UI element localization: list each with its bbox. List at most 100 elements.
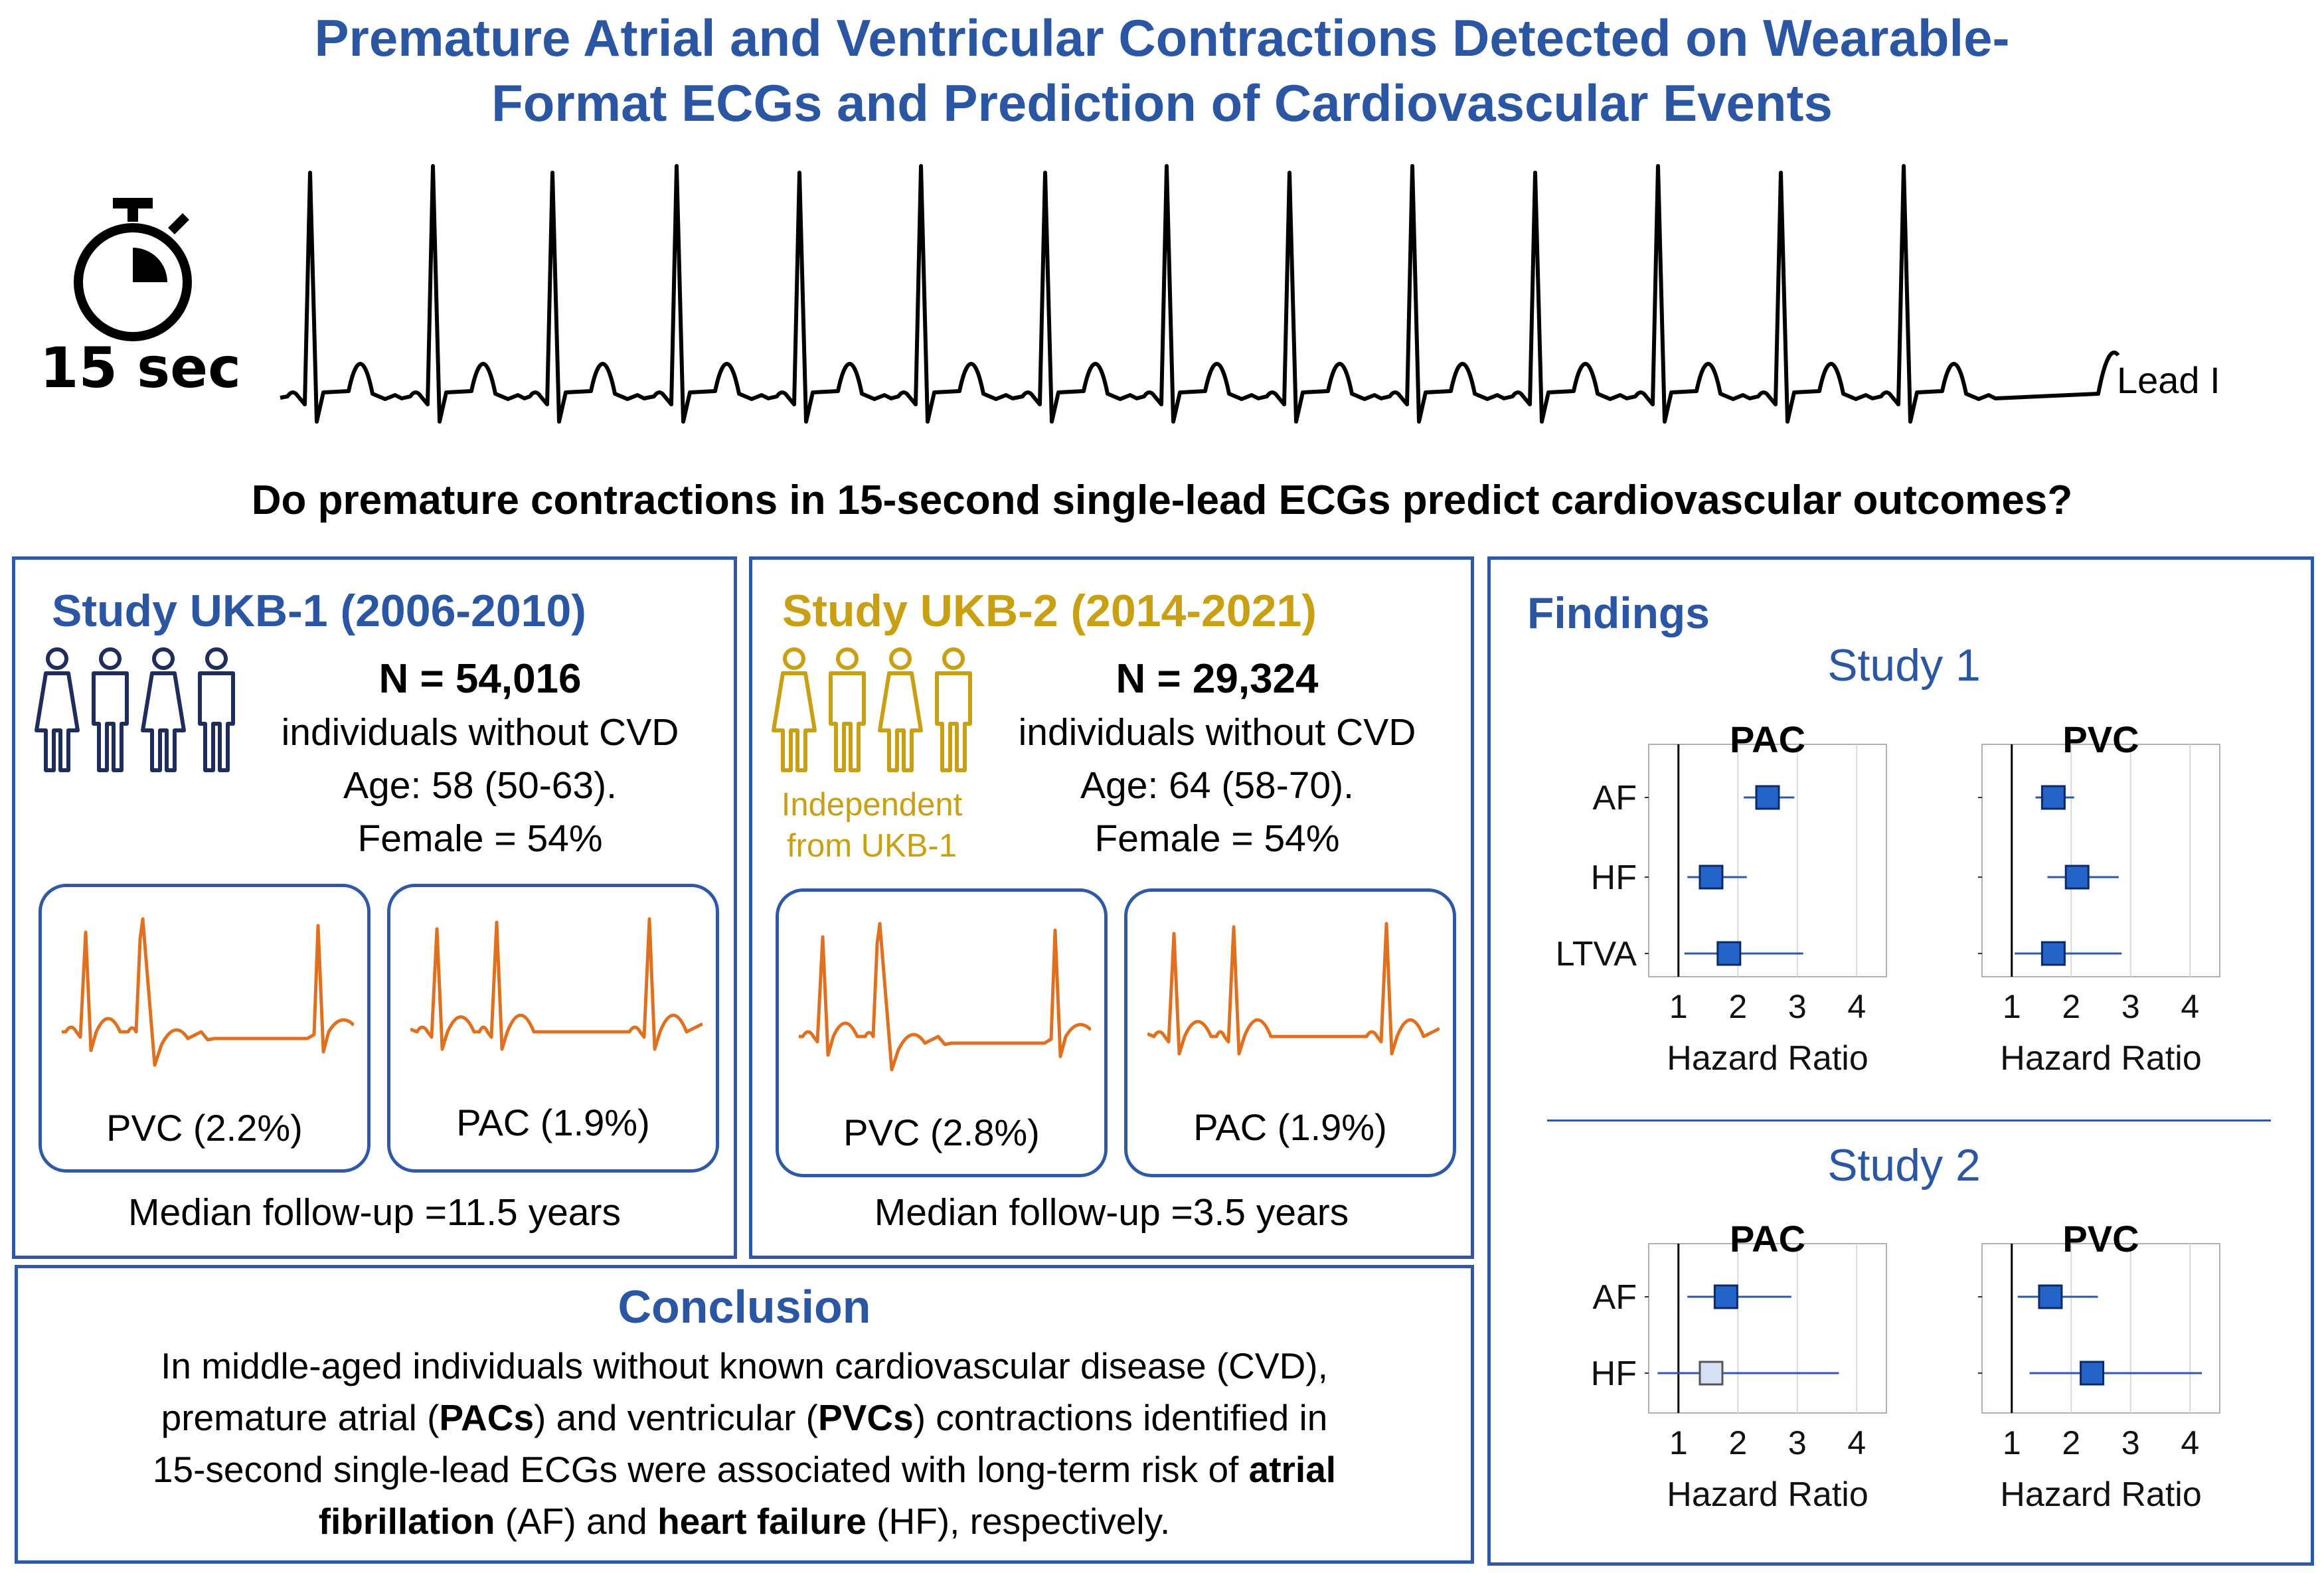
study1-pvc-label: PVC (2.2%) [106, 1107, 303, 1149]
study1-desc: individuals without CVD [281, 711, 679, 754]
x-axis-label: Hazard Ratio [1667, 1475, 1868, 1514]
tick-label: 3 [2121, 988, 2140, 1025]
study2-n: N = 29,324 [1116, 656, 1319, 702]
study2-pac-label: PAC (1.9%) [1193, 1106, 1387, 1148]
study1-findings-label: Study 1 [1827, 640, 1981, 691]
independent-line-1: Independent [781, 787, 963, 823]
study2-female: Female = 54% [1094, 817, 1340, 860]
conclusion-line-4: fibrillation (AF) and heart failure (HF)… [318, 1501, 1171, 1542]
timer-label: 15 sec [40, 335, 241, 400]
tick-label: 1 [2003, 1424, 2021, 1461]
pac-ecg-line [410, 917, 703, 1051]
category-label: AF [1593, 1278, 1637, 1317]
study1-stats: N = 54,016 individuals without CVD Age: … [241, 653, 719, 865]
category-label: AF [1593, 779, 1637, 817]
study1-n: N = 54,016 [378, 656, 582, 702]
pvc-ecg-trace [62, 917, 354, 1067]
x-axis-label: Hazard Ratio [2000, 1475, 2201, 1514]
tick-label: 1 [2003, 988, 2021, 1025]
tick-label: 2 [1728, 1424, 1747, 1461]
category-label: HF [1591, 859, 1637, 897]
independent-line-2: from UKB-1 [787, 828, 957, 864]
study2-panel: Study UKB-2 (2014-2021) Independent from… [749, 556, 1474, 1259]
findings-title: Findings [1527, 588, 1710, 637]
hr-marker [1699, 1361, 1724, 1386]
study2-title: Study UKB-2 (2014-2021) [782, 586, 1317, 636]
tick-label: 4 [1847, 1424, 1866, 1461]
study1-age: Age: 58 (50-63). [343, 764, 617, 807]
hr-marker [1713, 1284, 1738, 1309]
hr-marker [1755, 785, 1780, 810]
plot-title: PAC [1730, 718, 1805, 760]
hr-marker [1716, 941, 1742, 966]
pvc-ecg-trace [799, 922, 1091, 1072]
forest-plot-3: PAC 1 2 3 4 Hazard Ratio AF HF [1591, 1218, 1887, 1514]
plot-frame [1981, 744, 2220, 977]
category-label: HF [1591, 1355, 1637, 1393]
forest-plot-1: PAC 1 2 3 4 Hazard Ratio AF HF LTVA [1556, 718, 1887, 1078]
people-icon [35, 647, 235, 772]
tick-label: 1 [1669, 1424, 1688, 1461]
plot-frame [1648, 1243, 1887, 1414]
study2-pvc-label: PVC (2.8%) [843, 1112, 1040, 1153]
pac-ecg-trace [1147, 922, 1440, 1056]
forest-plot-2: PVC 1 2 3 4 Hazard Ratio [1978, 718, 2220, 1078]
tick-label: 2 [1728, 988, 1747, 1025]
hr-marker [2080, 1361, 2105, 1386]
tick-label: 4 [1847, 988, 1866, 1025]
findings-panel: Findings Study 1 Study 2 PAC 1 2 3 4 Hazard R… [1487, 556, 2314, 1566]
ecg-lead-label: Lead I [2117, 359, 2220, 401]
tick-label: 2 [2062, 1424, 2080, 1461]
stopwatch-icon [74, 198, 192, 341]
tick-label: 2 [2062, 988, 2080, 1025]
tick-label: 3 [2121, 1424, 2140, 1461]
title-line-2: Format ECGs and Prediction of Cardiovasc… [491, 74, 1833, 132]
tick-label: 3 [1788, 988, 1807, 1025]
conclusion-text: In middle-aged individuals without known… [18, 1340, 1471, 1547]
study2-followup: Median follow-up =3.5 years [874, 1191, 1349, 1234]
tick-label: 3 [1788, 1424, 1807, 1461]
conclusion-panel: Conclusion In middle-aged individuals wi… [15, 1265, 1474, 1564]
pvc-ecg-line [62, 917, 354, 1067]
tick-label: 4 [2181, 988, 2199, 1025]
conclusion-line-3: 15-second single-lead ECGs were associat… [152, 1449, 1337, 1490]
hr-marker [2038, 1284, 2063, 1309]
plot-title: PVC [2062, 718, 2139, 760]
ecg-line [280, 164, 2120, 424]
plot-frame [1648, 744, 1887, 977]
findings-divider [1547, 1119, 2271, 1121]
conclusion-line-1: In middle-aged individuals without known… [161, 1345, 1328, 1386]
category-label: LTVA [1556, 935, 1637, 973]
ecg-trace [280, 164, 2120, 424]
study2-pac-box: PAC (1.9%) [1124, 888, 1456, 1177]
study1-pvc-box: PVC (2.2%) [39, 884, 371, 1173]
main-title: Premature Atrial and Ventricular Contrac… [0, 5, 2324, 135]
study1-title: Study UKB-1 (2006-2010) [52, 586, 586, 636]
forest-plots: PAC 1 2 3 4 Hazard Ratio AF HF LTVA PVC 1 2 3 4 Hazard… [1556, 718, 2220, 1514]
pac-ecg-line [1147, 922, 1440, 1056]
title-line-1: Premature Atrial and Ventricular Contrac… [314, 9, 2010, 67]
people-icon-gold [772, 647, 972, 772]
study2-desc: individuals without CVD [1018, 711, 1416, 754]
hr-marker [2064, 865, 2090, 890]
study2-pvc-box: PVC (2.8%) [776, 888, 1108, 1177]
study2-findings-label: Study 2 [1827, 1140, 1981, 1191]
question-text: Do premature contractions in 15-second s… [251, 477, 2073, 523]
conclusion-title: Conclusion [618, 1281, 871, 1333]
study1-pac-label: PAC (1.9%) [456, 1102, 650, 1143]
independent-note: Independent from UKB-1 [759, 784, 985, 867]
x-axis-label: Hazard Ratio [2000, 1039, 2201, 1078]
conclusion-line-2: premature atrial (PACs) and ventricular … [161, 1397, 1328, 1438]
study1-pac-box: PAC (1.9%) [387, 884, 719, 1173]
study1-panel: Study UKB-1 (2006-2010) N = 54,016 indiv… [12, 556, 737, 1259]
hr-marker [2040, 785, 2066, 810]
plot-title: PVC [2062, 1218, 2139, 1260]
tick-label: 4 [2181, 1424, 2199, 1461]
plot-frame [1981, 1243, 2220, 1414]
tick-label: 1 [1669, 988, 1688, 1025]
forest-plot-4: PVC 1 2 3 4 Hazard Ratio [1978, 1218, 2220, 1514]
pvc-ecg-line [799, 922, 1091, 1072]
x-axis-label: Hazard Ratio [1667, 1039, 1868, 1078]
hr-marker [2040, 941, 2066, 966]
study2-stats: N = 29,324 individuals without CVD Age: … [978, 653, 1456, 865]
